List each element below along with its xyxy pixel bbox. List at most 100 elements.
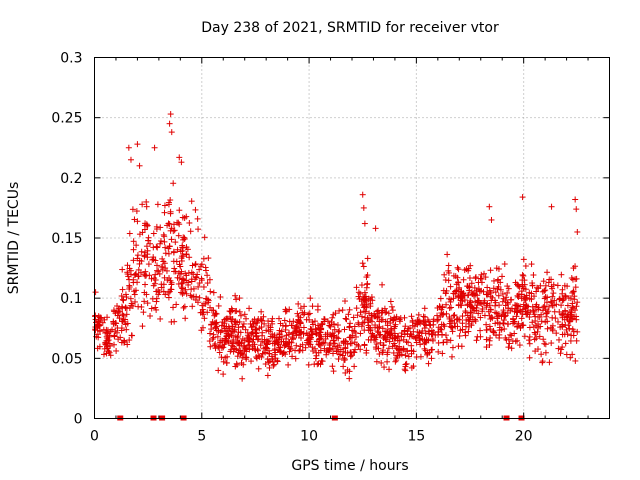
data-point: [153, 288, 160, 295]
data-point: [574, 228, 581, 235]
data-point: [519, 271, 526, 278]
data-point: [376, 351, 383, 358]
data-point: [550, 302, 557, 309]
data-point: [453, 281, 460, 288]
data-point: [533, 284, 540, 291]
data-point: [250, 336, 257, 343]
data-point: [188, 198, 195, 205]
data-point: [293, 323, 300, 330]
data-point: [471, 284, 478, 291]
data-point: [358, 313, 365, 320]
data-point: [384, 329, 391, 336]
data-point: [490, 327, 497, 334]
data-point: [161, 238, 168, 245]
data-point: [156, 270, 163, 277]
data-point: [548, 340, 555, 347]
data-point: [425, 337, 432, 344]
data-point: [500, 320, 507, 327]
data-point: [382, 318, 389, 325]
data-point: [246, 305, 253, 312]
data-point: [165, 199, 172, 206]
data-point: [472, 274, 479, 281]
data-point: [248, 324, 255, 331]
data-point: [275, 341, 282, 348]
data-point: [362, 296, 369, 303]
data-point: [229, 340, 236, 347]
data-point: [358, 323, 365, 330]
data-point: [290, 335, 297, 342]
data-point: [196, 280, 203, 287]
data-point: [232, 292, 239, 299]
data-point: [139, 323, 146, 330]
data-point: [136, 162, 143, 169]
data-point: [131, 216, 138, 223]
data-point: [502, 297, 509, 304]
data-point: [352, 329, 359, 336]
data-point: [321, 340, 328, 347]
data-point: [259, 350, 266, 357]
data-point: [355, 321, 362, 328]
data-point: [119, 286, 126, 293]
data-point: [255, 347, 262, 354]
data-point: [245, 338, 252, 345]
data-point: [344, 341, 351, 348]
data-point: [123, 305, 130, 312]
data-point: [364, 319, 371, 326]
data-point: [170, 180, 177, 187]
data-point: [240, 351, 247, 358]
data-point: [531, 336, 538, 343]
data-point: [126, 337, 133, 344]
data-point: [562, 321, 569, 328]
data-point: [239, 375, 246, 382]
data-point: [564, 302, 571, 309]
data-point: [558, 271, 565, 278]
data-point: [484, 300, 491, 307]
data-point: [100, 351, 107, 358]
data-point: [540, 336, 547, 343]
data-point: [368, 314, 375, 321]
data-point: [183, 251, 190, 258]
data-point: [523, 292, 530, 299]
data-point: [492, 332, 499, 339]
data-point: [138, 258, 145, 265]
data-point: [124, 269, 131, 276]
data-point: [342, 369, 349, 376]
data-point: [200, 300, 207, 307]
data-point: [305, 311, 312, 318]
data-point: [142, 268, 149, 275]
data-point: [175, 270, 182, 277]
data-point: [387, 320, 394, 327]
data-point: [167, 277, 174, 284]
data-point: [187, 228, 194, 235]
data-point: [135, 273, 142, 280]
data-point: [568, 309, 575, 316]
data-point: [428, 355, 435, 362]
data-point: [206, 276, 213, 283]
data-point: [472, 298, 479, 305]
data-point: [508, 345, 515, 352]
data-point: [559, 331, 566, 338]
data-point: [141, 252, 148, 259]
data-point: [555, 318, 562, 325]
data-point: [413, 334, 420, 341]
data-point: [140, 309, 147, 316]
data-point: [214, 333, 221, 340]
data-point: [557, 350, 564, 357]
data-point: [392, 358, 399, 365]
data-point: [416, 335, 423, 342]
data-point: [258, 308, 265, 315]
data-point: [160, 281, 167, 288]
data-point: [218, 354, 225, 361]
data-point: [277, 348, 284, 355]
data-point: [386, 338, 393, 345]
data-point: [464, 283, 471, 290]
data-point: [236, 342, 243, 349]
data-point: [290, 318, 297, 325]
data-point: [477, 314, 484, 321]
data-point: [193, 274, 200, 281]
data-point: [294, 325, 301, 332]
data-point: [556, 336, 563, 343]
data-point: [182, 315, 189, 322]
data-point: [438, 321, 445, 328]
data-point: [442, 332, 449, 339]
